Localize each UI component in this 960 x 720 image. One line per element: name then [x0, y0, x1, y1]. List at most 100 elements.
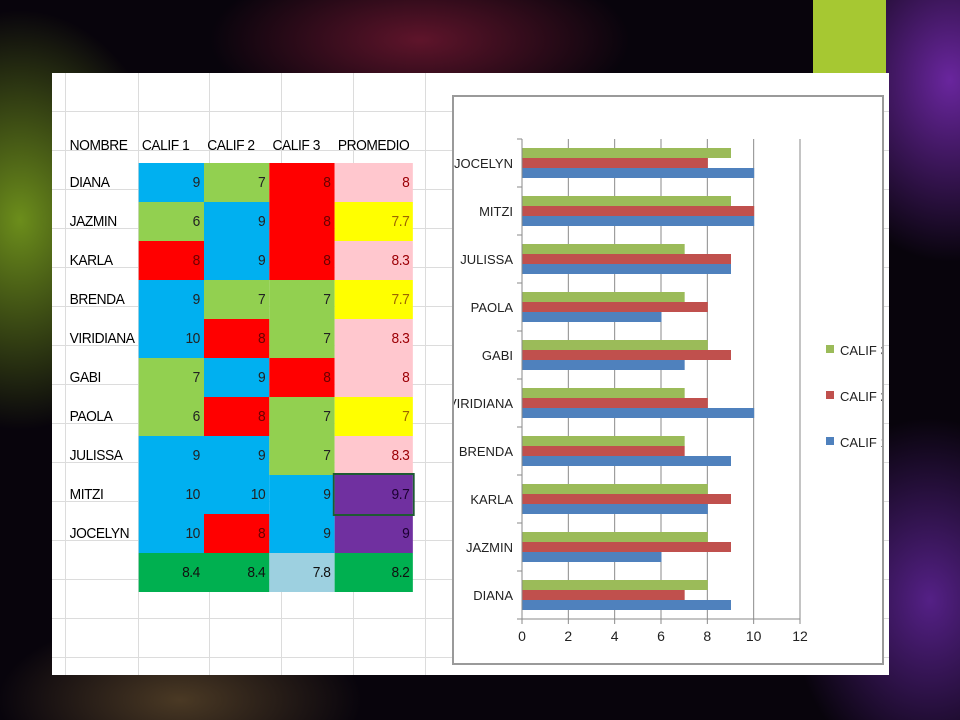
bar-calif-3: [522, 244, 685, 254]
cell-calif-3[interactable]: 8: [268, 202, 335, 241]
cell-name[interactable]: PAOLA: [69, 408, 113, 425]
bar-calif-1: [522, 168, 755, 178]
cell-promedio[interactable]: 8.3: [334, 241, 414, 280]
cell-promedio[interactable]: 8.3: [334, 319, 414, 358]
cell-calif-3[interactable]: 9: [268, 475, 335, 514]
cell-calif-3[interactable]: 7: [268, 280, 335, 319]
x-tick-label: 4: [611, 628, 619, 644]
cell-promedio[interactable]: 8.3: [334, 436, 414, 475]
legend-swatch: [826, 437, 834, 445]
header-calif-2[interactable]: CALIF 2: [207, 137, 255, 154]
legend-swatch: [826, 391, 834, 399]
cell-calif-1[interactable]: 9: [138, 280, 204, 319]
cell-name[interactable]: BRENDA: [69, 291, 125, 308]
cell-calif-2[interactable]: 8: [203, 319, 269, 358]
cell-promedio[interactable]: 9: [334, 514, 414, 553]
cell-calif-1[interactable]: 9: [138, 436, 204, 475]
cell-name[interactable]: JOCELYN: [69, 525, 130, 542]
cell-calif-2[interactable]: 8: [203, 514, 269, 553]
header-calif-3[interactable]: CALIF 3: [272, 137, 321, 154]
header-row: NOMBRE CALIF 1 CALIF 2 CALIF 3 PROMEDIO: [66, 128, 413, 163]
cell-calif-2[interactable]: 9: [203, 358, 269, 397]
bar-chart: 0 2 4 6 8 10 12 DIANA JAZMIN KARLA BRENDA VIRIDIANA…: [448, 95, 888, 665]
header-calif-1[interactable]: CALIF 1: [141, 137, 190, 154]
bar-calif-1: [522, 504, 708, 514]
table-row: JULISSA 9 9 7 8.3: [66, 436, 414, 475]
cell-calif-3[interactable]: 8: [268, 358, 335, 397]
legend-label: CALIF 1: [840, 435, 882, 450]
cell-name[interactable]: VIRIDIANA: [69, 330, 135, 347]
bar-calif-3: [522, 580, 708, 590]
cell-total-c2[interactable]: 8.4: [203, 553, 269, 592]
cell-calif-2[interactable]: 9: [203, 202, 269, 241]
bar-calif-3: [522, 196, 731, 206]
bar-calif-3: [522, 388, 685, 398]
cell-calif-2[interactable]: 7: [203, 163, 269, 202]
legend-label: CALIF 3: [840, 343, 882, 358]
bar-calif-1: [522, 600, 731, 610]
cell-name[interactable]: GABI: [69, 369, 102, 386]
y-category-label: BRENDA: [459, 444, 514, 459]
cell-calif-1[interactable]: 7: [138, 358, 204, 397]
cell-calif-3[interactable]: 9: [268, 514, 335, 553]
cell-promedio[interactable]: 9.7: [332, 473, 415, 516]
bar-calif-2: [522, 398, 708, 408]
table-row: VIRIDIANA 10 8 7 8.3: [66, 319, 414, 358]
cell-calif-2[interactable]: 8: [203, 397, 269, 436]
y-category-label: KARLA: [470, 492, 513, 507]
cell-calif-2[interactable]: 10: [203, 475, 269, 514]
cell-calif-1[interactable]: 10: [138, 475, 204, 514]
cell-calif-1[interactable]: 8: [138, 241, 204, 280]
y-category-label: GABI: [482, 348, 513, 363]
cell-promedio[interactable]: 8: [334, 358, 414, 397]
cell-total-avg[interactable]: 8.2: [334, 553, 414, 592]
cell-calif-1[interactable]: 6: [138, 202, 204, 241]
cell-name[interactable]: JULISSA: [69, 447, 123, 464]
table-row: JOCELYN 10 8 9 9: [66, 514, 414, 553]
cell-name[interactable]: KARLA: [69, 252, 113, 269]
bar-calif-1: [522, 312, 662, 322]
y-category-label: DIANA: [473, 588, 513, 603]
cell-empty[interactable]: [66, 553, 138, 592]
cell-name[interactable]: MITZI: [69, 486, 104, 503]
table-row: DIANA 9 7 8 8: [66, 163, 414, 202]
cell-calif-2[interactable]: 9: [203, 241, 269, 280]
cell-promedio[interactable]: 7.7: [334, 280, 414, 319]
cell-calif-3[interactable]: 7: [268, 319, 335, 358]
cell-calif-1[interactable]: 9: [138, 163, 204, 202]
gridline: [425, 73, 426, 675]
cell-calif-3[interactable]: 8: [268, 163, 335, 202]
bar-calif-2: [522, 590, 685, 600]
legend-swatch: [826, 345, 834, 353]
cell-calif-2[interactable]: 9: [203, 436, 269, 475]
cell-calif-3[interactable]: 7: [268, 397, 335, 436]
cell-promedio[interactable]: 7.7: [334, 202, 414, 241]
cell-name[interactable]: DIANA: [69, 174, 110, 191]
x-tick-label: 6: [657, 628, 665, 644]
x-tick-label: 12: [792, 628, 808, 644]
green-accent-block: [813, 0, 886, 73]
bar-calif-2: [522, 206, 755, 216]
cell-total-c1[interactable]: 8.4: [138, 553, 204, 592]
cell-calif-1[interactable]: 10: [138, 514, 204, 553]
cell-calif-1[interactable]: 10: [138, 319, 204, 358]
cell-calif-1[interactable]: 6: [138, 397, 204, 436]
y-category-label: VIRIDIANA: [454, 396, 513, 411]
table-row: BRENDA 9 7 7 7.7: [66, 280, 414, 319]
spreadsheet: NOMBRE CALIF 1 CALIF 2 CALIF 3 PROMEDIO …: [52, 73, 889, 675]
cell-calif-3[interactable]: 8: [268, 241, 335, 280]
x-tick-label: 8: [703, 628, 711, 644]
bar-calif-3: [522, 292, 685, 302]
cell-promedio[interactable]: 8: [334, 163, 414, 202]
table-row: PAOLA 6 8 7 7: [66, 397, 414, 436]
bar-calif-3: [522, 532, 708, 542]
cell-calif-2[interactable]: 7: [203, 280, 269, 319]
header-promedio[interactable]: PROMEDIO: [337, 137, 410, 154]
header-nombre[interactable]: NOMBRE: [69, 137, 128, 154]
cell-promedio[interactable]: 7: [334, 397, 414, 436]
cell-calif-3[interactable]: 7: [268, 436, 335, 475]
cell-total-c3[interactable]: 7.8: [268, 553, 335, 592]
bar-calif-3: [522, 148, 731, 158]
cell-name[interactable]: JAZMIN: [69, 213, 118, 230]
bar-calif-2: [522, 542, 731, 552]
